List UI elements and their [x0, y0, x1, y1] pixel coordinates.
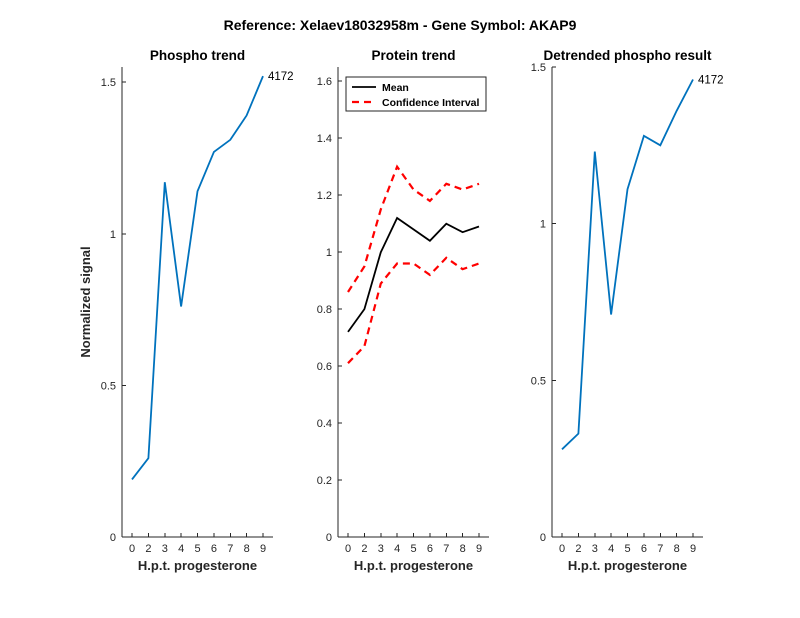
y-tick-label: 0.2: [317, 475, 332, 487]
x-tick-label: 2: [145, 543, 151, 555]
x-tick-label: 8: [460, 543, 466, 555]
legend-box: [345, 76, 487, 112]
y-tick-label: 0.8: [317, 304, 332, 316]
y-tick-label: 1.2: [317, 190, 332, 202]
x-tick-label: 5: [194, 543, 200, 555]
y-tick-label: 1: [110, 229, 116, 241]
y-tick-label: 1: [326, 247, 332, 259]
x-tick-label: 8: [674, 543, 680, 555]
x-tick-label: 7: [443, 543, 449, 555]
x-axis-label: H.p.t. progesterone: [354, 558, 473, 573]
x-tick-label: 0: [345, 543, 351, 555]
y-axis-label: Normalized signal: [78, 246, 93, 357]
series-line-1: [347, 216, 480, 333]
x-tick-label: 0: [129, 543, 135, 555]
x-tick-label: 6: [427, 543, 433, 555]
x-tick-label: 6: [211, 543, 217, 555]
x-tick-label: 3: [378, 543, 384, 555]
panel-2: 00.20.40.60.811.21.41.60 2 3 4 5 6 7 8 9Protein …: [317, 48, 489, 573]
x-tick-label: 0: [559, 543, 565, 555]
x-tick-label: 4: [394, 543, 400, 555]
y-tick-label: 1.6: [317, 76, 332, 88]
y-tick-label: 1.5: [101, 77, 116, 89]
y-tick-label: 1.4: [317, 133, 332, 145]
x-tick-label: 5: [624, 543, 630, 555]
x-tick-label: 8: [244, 543, 250, 555]
panel-title: Protein trend: [371, 48, 455, 63]
x-tick-label: 2: [361, 543, 367, 555]
x-tick-label: 9: [690, 543, 696, 555]
panel-title: Detrended phospho result: [543, 48, 712, 63]
x-tick-label: 6: [641, 543, 647, 555]
x-tick-label: 3: [592, 543, 598, 555]
panel-title: Phospho trend: [150, 48, 245, 63]
y-tick-label: 0.6: [317, 361, 332, 373]
x-tick-label: 9: [476, 543, 482, 555]
x-tick-label: 4: [178, 543, 184, 555]
series-end-label: 4172: [268, 71, 294, 83]
series-end-label: 4172: [698, 75, 724, 87]
x-tick-label: 5: [410, 543, 416, 555]
series-line-1: [131, 75, 264, 480]
legend: Mean Confidence Interval: [345, 76, 487, 112]
y-tick-label: 0: [326, 532, 332, 544]
y-tick-label: 0: [540, 532, 546, 544]
figure-suptitle: Reference: Xelaev18032958m - Gene Symbol…: [224, 17, 577, 33]
x-axis-label: H.p.t. progesterone: [138, 558, 257, 573]
y-tick-label: 0.5: [531, 375, 546, 387]
y-tick-label: 0.4: [317, 418, 332, 430]
series-line-2: [347, 164, 480, 293]
x-tick-label: 3: [162, 543, 168, 555]
x-tick-label: 4: [608, 543, 614, 555]
x-tick-label: 2: [575, 543, 581, 555]
x-tick-label: 7: [227, 543, 233, 555]
y-tick-label: 0: [110, 532, 116, 544]
y-tick-label: 1.5: [531, 62, 546, 74]
legend-entry: Mean: [382, 82, 409, 94]
y-tick-label: 1: [540, 219, 546, 231]
legend-entry: Confidence Interval: [382, 97, 480, 109]
x-axis-label: H.p.t. progesterone: [568, 558, 687, 573]
x-tick-label: 9: [260, 543, 266, 555]
series-line-1: [561, 79, 694, 450]
x-tick-label: 7: [657, 543, 663, 555]
y-tick-label: 0.5: [101, 380, 116, 392]
